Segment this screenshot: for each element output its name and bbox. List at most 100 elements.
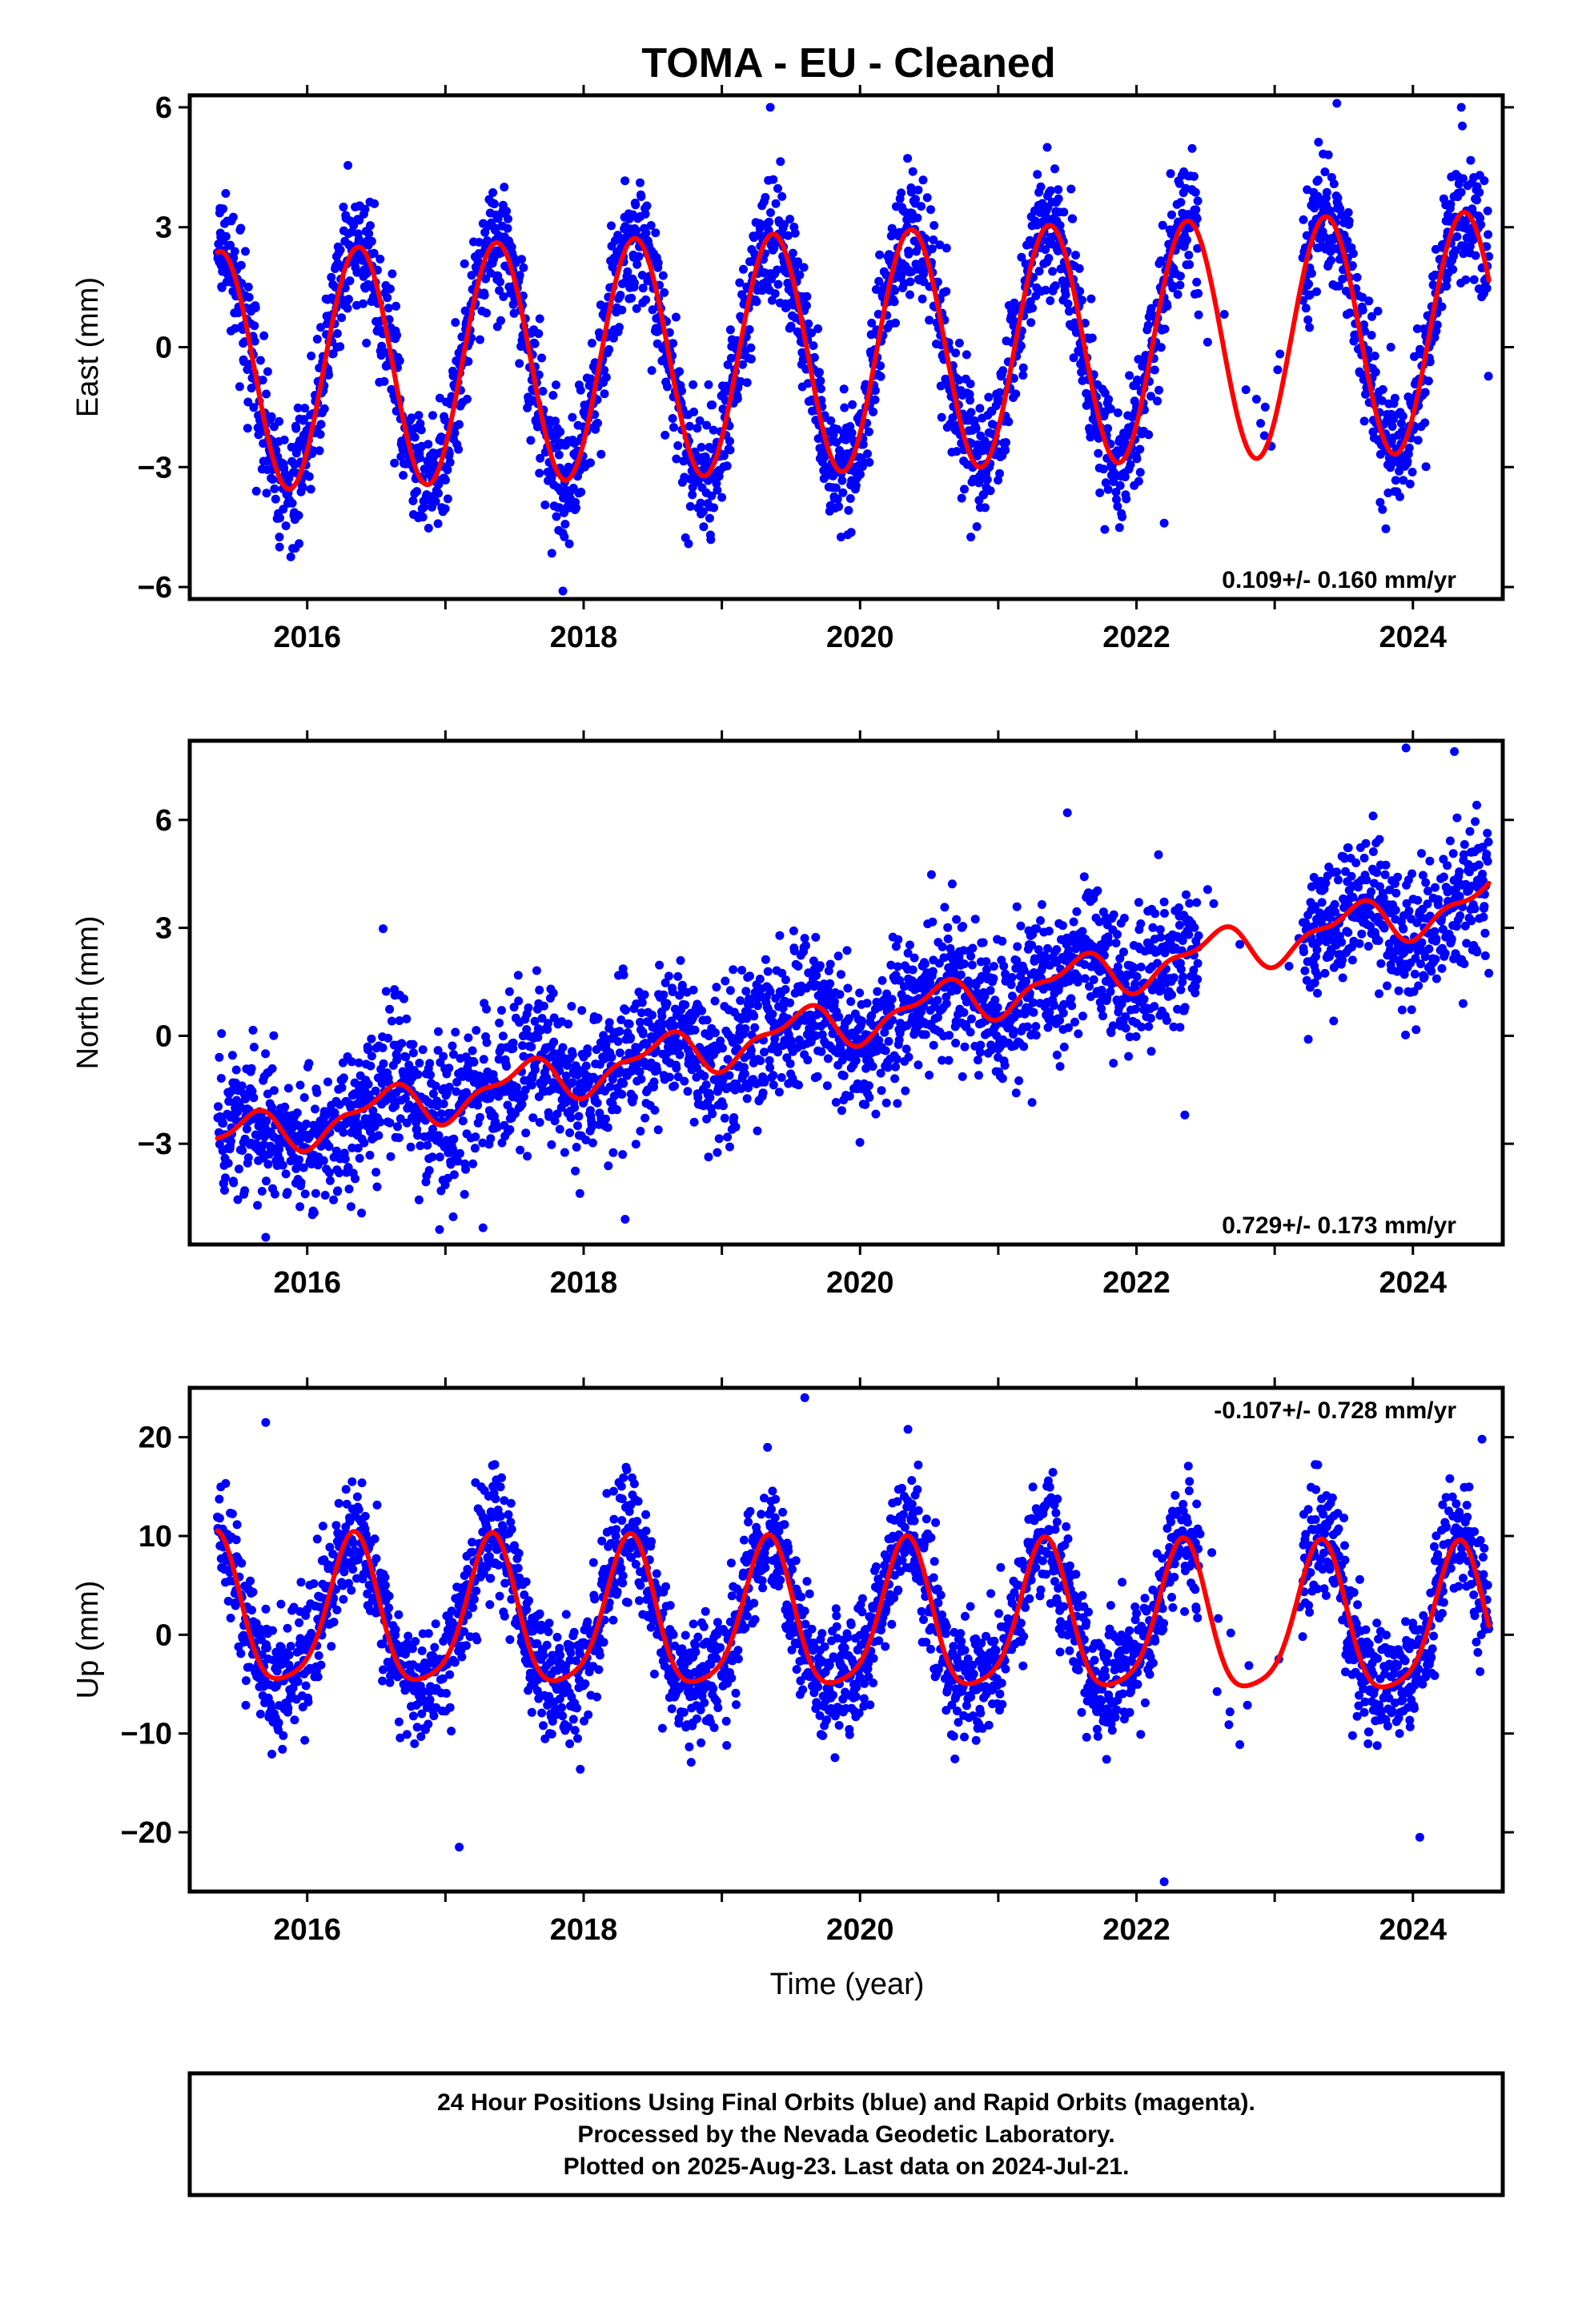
- data-point: [1458, 121, 1467, 131]
- data-point: [310, 1208, 319, 1217]
- data-point: [395, 1016, 404, 1025]
- data-point: [270, 484, 279, 493]
- data-point: [240, 1186, 250, 1196]
- data-point: [785, 215, 795, 224]
- data-point: [1001, 445, 1010, 455]
- data-point: [1054, 185, 1063, 195]
- data-point: [1114, 523, 1124, 533]
- data-point: [235, 1164, 243, 1174]
- data-point: [665, 1072, 674, 1082]
- data-point: [556, 427, 565, 436]
- data-point: [833, 424, 842, 434]
- data-point: [604, 1018, 614, 1027]
- data-point: [324, 370, 333, 380]
- data-point: [885, 250, 893, 259]
- data-point: [725, 1071, 734, 1080]
- data-point: [534, 329, 544, 339]
- data-point: [286, 552, 295, 561]
- data-point: [640, 1113, 650, 1123]
- data-point: [834, 502, 844, 512]
- data-point: [960, 485, 969, 494]
- data-point: [237, 1081, 247, 1091]
- data-point: [282, 1111, 291, 1120]
- data-point: [392, 331, 402, 340]
- data-point: [1375, 497, 1385, 507]
- data-point: [781, 985, 790, 994]
- data-point: [332, 329, 342, 338]
- data-point: [544, 1019, 553, 1028]
- data-point: [1203, 337, 1212, 347]
- data-point: [449, 1134, 459, 1144]
- data-point: [231, 324, 240, 333]
- data-point: [855, 988, 865, 998]
- data-point: [816, 384, 825, 393]
- plot-frame: [187, 93, 1505, 601]
- data-point: [1413, 436, 1423, 445]
- data-point: [1119, 947, 1128, 957]
- data-point: [758, 1088, 768, 1098]
- data-point: [358, 255, 367, 265]
- data-point: [1098, 464, 1108, 474]
- data-point: [402, 1014, 412, 1023]
- data-point: [534, 370, 544, 380]
- data-point: [966, 379, 975, 388]
- data-point: [1386, 343, 1395, 352]
- data-point: [431, 497, 440, 506]
- data-point: [528, 1113, 538, 1123]
- x-tick-label: 2024: [1379, 621, 1447, 654]
- data-point: [359, 1138, 369, 1148]
- data-point: [343, 161, 353, 170]
- data-point: [420, 502, 429, 512]
- data-point: [1347, 261, 1357, 271]
- data-point: [517, 255, 526, 264]
- data-point: [600, 389, 609, 399]
- data-point: [304, 472, 314, 481]
- x-tick-label: 2018: [550, 621, 618, 654]
- data-point: [564, 1019, 573, 1029]
- data-point: [642, 1039, 652, 1048]
- data-point: [1371, 368, 1380, 377]
- data-point: [966, 408, 976, 417]
- data-point: [1087, 333, 1097, 343]
- data-point: [809, 341, 818, 351]
- data-point: [572, 1143, 581, 1152]
- data-point: [1041, 954, 1050, 963]
- data-point: [1471, 251, 1480, 260]
- data-point: [706, 535, 716, 545]
- data-point: [646, 221, 656, 230]
- data-point: [570, 1103, 580, 1112]
- data-point: [958, 1072, 967, 1081]
- data-point: [647, 366, 656, 376]
- data-point: [324, 1168, 334, 1177]
- data-point: [864, 427, 873, 436]
- data-point: [481, 274, 491, 283]
- data-point: [1012, 955, 1022, 965]
- data-point: [522, 1025, 532, 1034]
- data-point: [449, 1050, 458, 1059]
- data-point: [651, 228, 661, 238]
- data-point: [1075, 287, 1085, 296]
- data-point: [960, 959, 969, 969]
- data-point: [767, 296, 777, 305]
- data-point: [367, 1034, 376, 1043]
- data-point: [295, 539, 304, 549]
- data-point: [1314, 138, 1323, 147]
- data-point: [611, 256, 620, 266]
- data-point: [344, 1184, 354, 1194]
- y-tick-label: −6: [138, 571, 172, 605]
- data-point: [452, 1087, 461, 1096]
- data-point: [992, 1031, 1002, 1040]
- data-point: [966, 1027, 975, 1037]
- data-point: [1442, 281, 1452, 291]
- data-point: [1420, 388, 1430, 397]
- data-point: [903, 154, 913, 163]
- data-point: [221, 231, 231, 241]
- data-point: [220, 1185, 229, 1195]
- data-point: [1026, 318, 1036, 328]
- data-point: [1010, 298, 1019, 308]
- data-point: [851, 1055, 861, 1065]
- data-point: [877, 975, 887, 985]
- data-point: [888, 1015, 897, 1025]
- data-point: [861, 1100, 870, 1109]
- data-point: [1425, 357, 1435, 367]
